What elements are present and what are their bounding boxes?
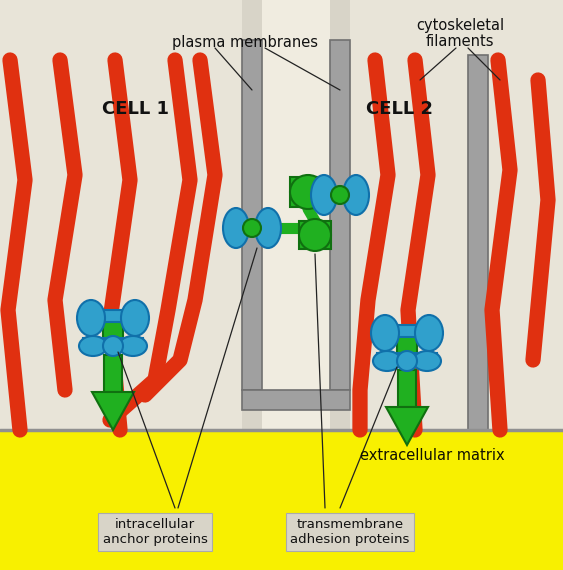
Bar — [83, 338, 143, 352]
Circle shape — [331, 186, 349, 204]
Bar — [398, 370, 416, 407]
Text: intracellular
anchor proteins: intracellular anchor proteins — [102, 518, 207, 546]
Bar — [0, 430, 563, 570]
Bar — [242, 40, 262, 390]
Bar — [242, 390, 350, 410]
Ellipse shape — [397, 351, 417, 371]
Text: CELL 2: CELL 2 — [367, 100, 434, 118]
Ellipse shape — [121, 300, 149, 336]
Bar — [299, 221, 331, 249]
Ellipse shape — [290, 175, 326, 209]
Bar — [0, 440, 563, 570]
Bar — [377, 325, 437, 337]
Bar — [397, 327, 417, 359]
Bar — [330, 40, 350, 390]
Ellipse shape — [371, 315, 399, 351]
Ellipse shape — [223, 208, 249, 248]
Text: plasma membranes: plasma membranes — [172, 35, 318, 50]
Text: transmembrane
adhesion proteins: transmembrane adhesion proteins — [291, 518, 410, 546]
Bar — [377, 353, 437, 367]
Ellipse shape — [119, 336, 147, 356]
Polygon shape — [92, 392, 134, 430]
Text: extracellular matrix: extracellular matrix — [360, 448, 504, 463]
Bar — [103, 312, 123, 344]
Ellipse shape — [415, 315, 443, 351]
Text: filaments: filaments — [426, 34, 494, 49]
Ellipse shape — [103, 336, 123, 356]
Bar — [350, 0, 563, 440]
Ellipse shape — [77, 300, 105, 336]
Ellipse shape — [79, 336, 107, 356]
Bar — [468, 55, 488, 430]
Bar — [290, 177, 326, 207]
Text: cytoskeletal: cytoskeletal — [416, 18, 504, 33]
Text: CELL 1: CELL 1 — [101, 100, 168, 118]
Polygon shape — [386, 407, 428, 445]
Ellipse shape — [373, 351, 401, 371]
Ellipse shape — [255, 208, 281, 248]
Bar — [104, 355, 122, 392]
Circle shape — [243, 219, 261, 237]
Bar — [0, 0, 242, 440]
Ellipse shape — [311, 175, 337, 215]
Ellipse shape — [343, 175, 369, 215]
Bar — [83, 310, 143, 322]
Ellipse shape — [299, 219, 331, 251]
Ellipse shape — [413, 351, 441, 371]
Bar — [262, 0, 330, 440]
